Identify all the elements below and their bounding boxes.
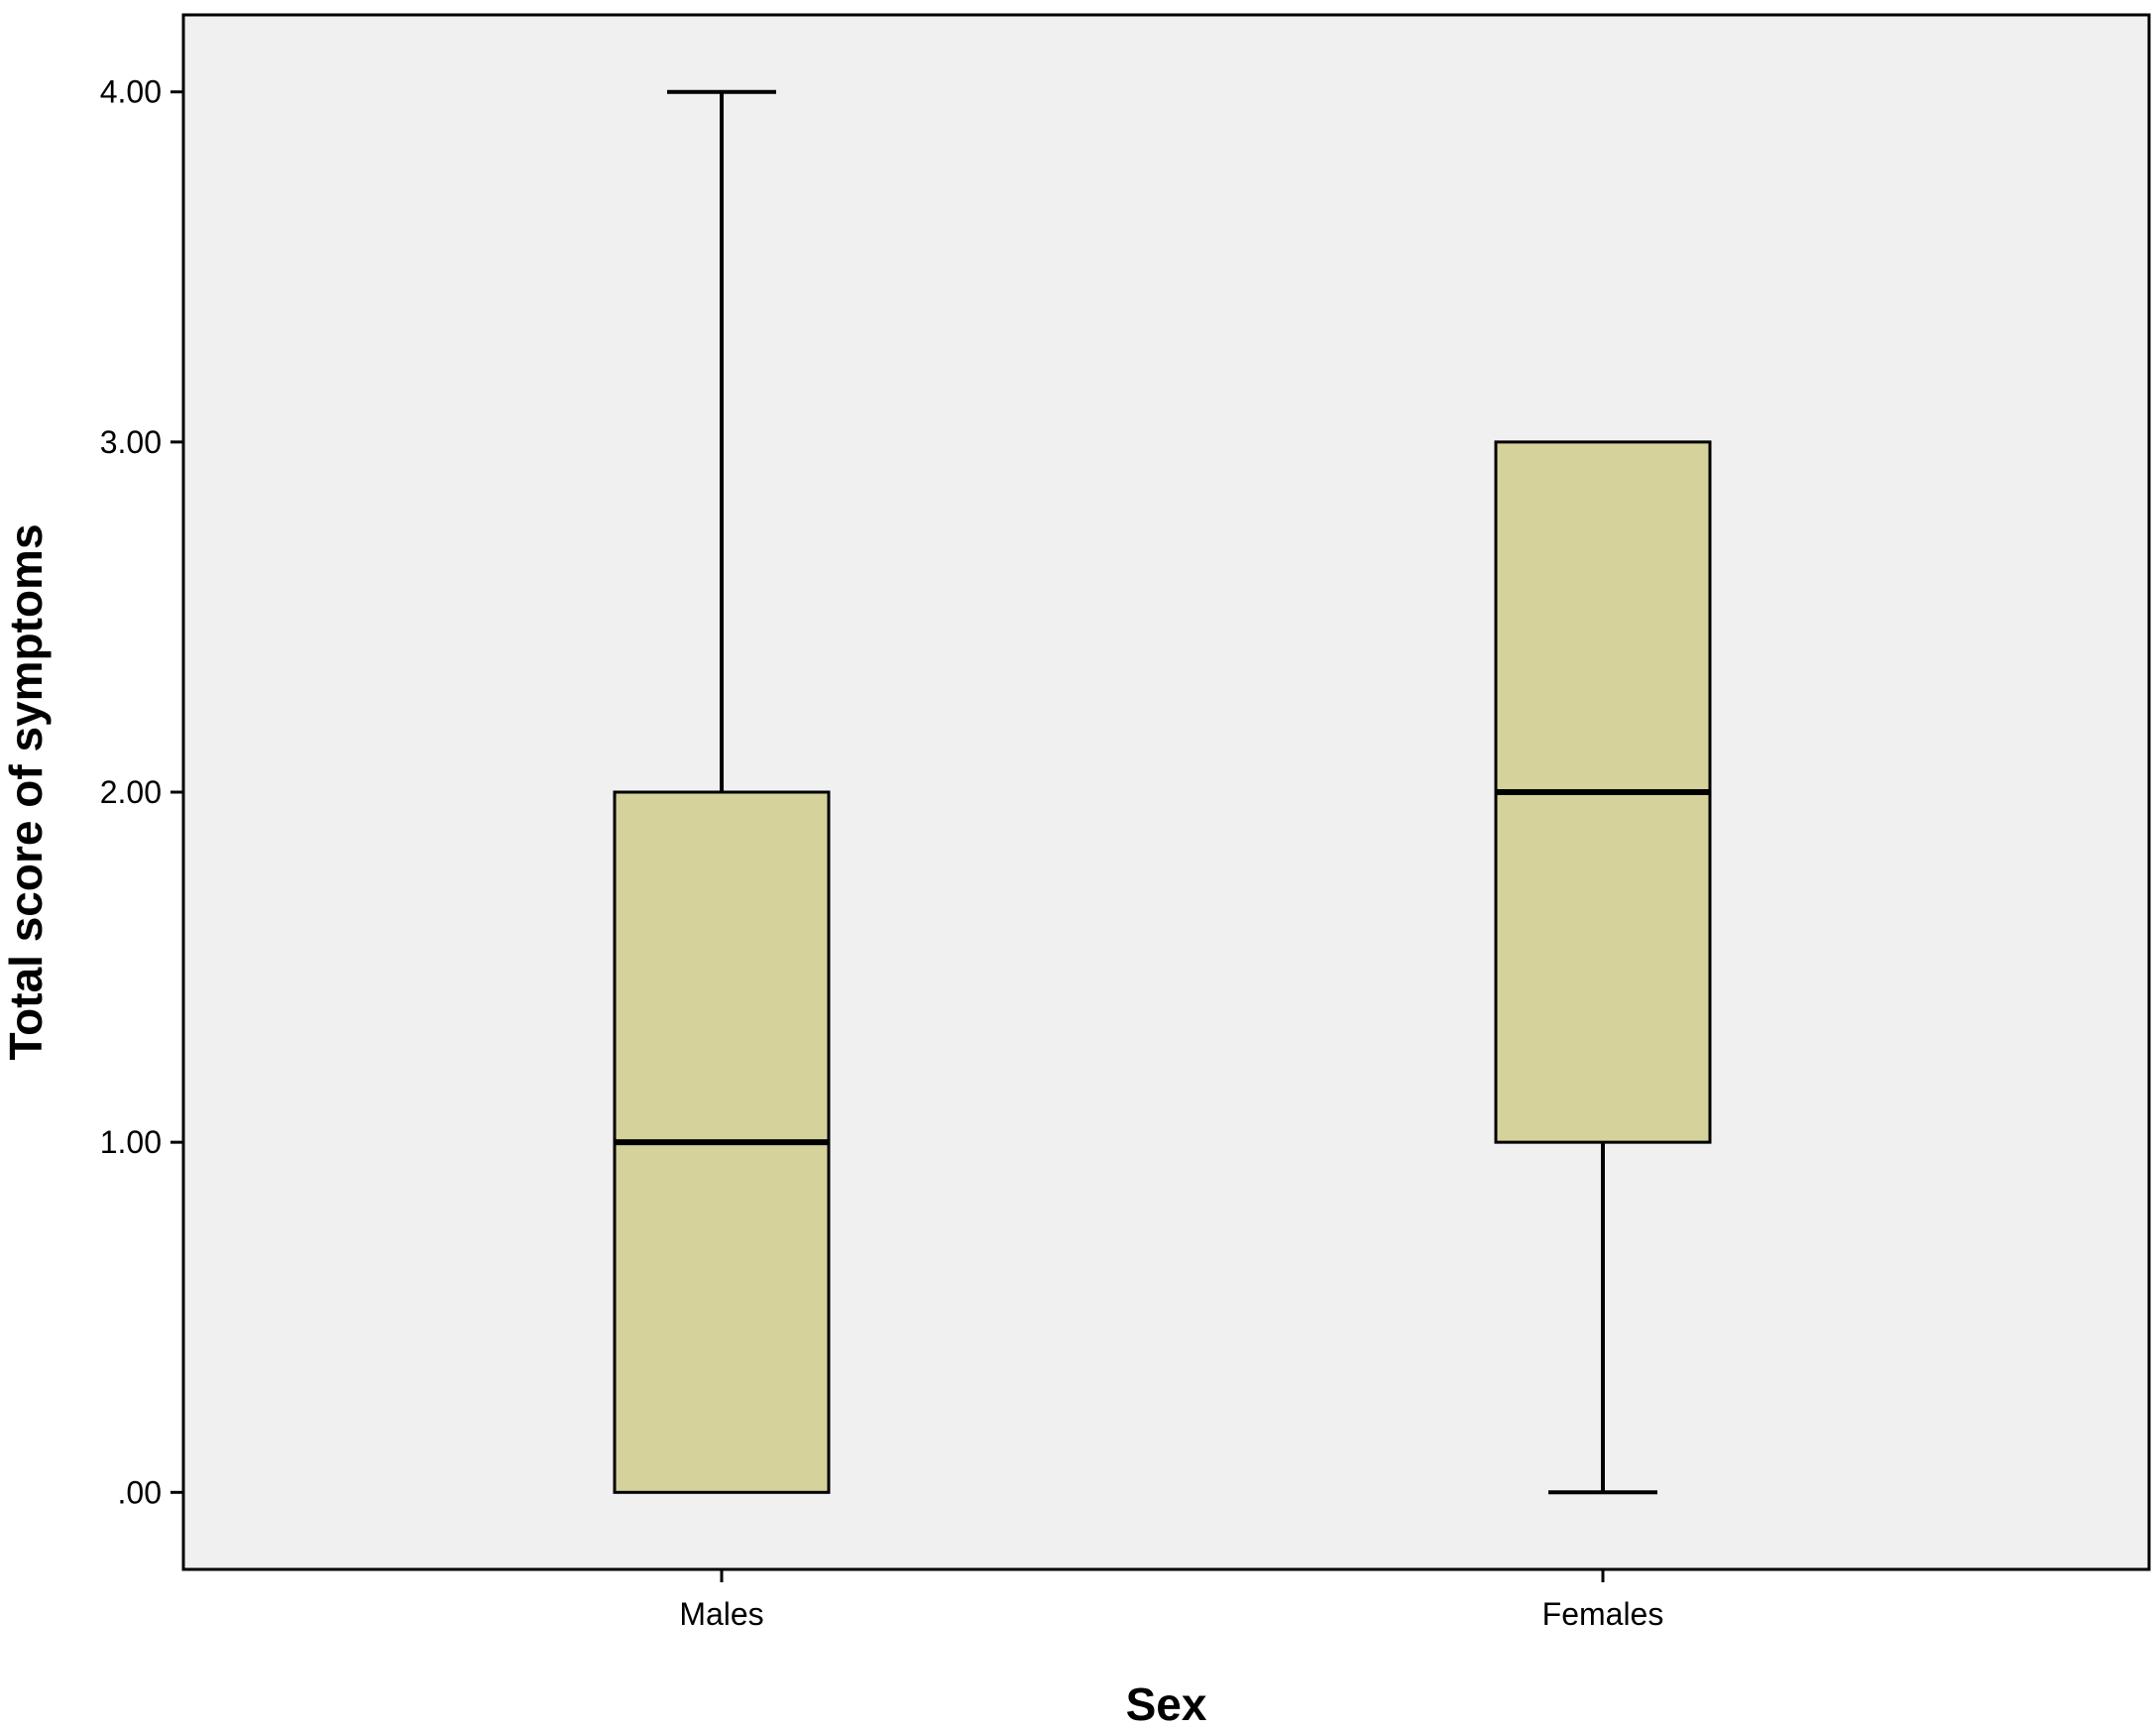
y-tick-label: 1.00 <box>100 1124 162 1160</box>
y-tick-label: 3.00 <box>100 424 162 460</box>
plot-area <box>181 13 2151 1571</box>
y-axis-ticks: .00 1.00 2.00 3.00 4.00 <box>100 74 183 1510</box>
y-tick-label: 4.00 <box>100 74 162 110</box>
boxes <box>613 89 1712 1495</box>
x-tick-label: Males <box>679 1596 763 1632</box>
box-males <box>613 89 831 1494</box>
y-tick-label: .00 <box>118 1474 162 1510</box>
y-axis-title: Total score of symptoms <box>0 523 52 1060</box>
y-tick-label: 2.00 <box>100 774 162 810</box>
x-axis-title: Sex <box>1126 1678 1207 1730</box>
x-axis-ticks: Males Females <box>679 1569 1663 1632</box>
box-females <box>1494 440 1712 1495</box>
x-tick-label: Females <box>1542 1596 1664 1632</box>
